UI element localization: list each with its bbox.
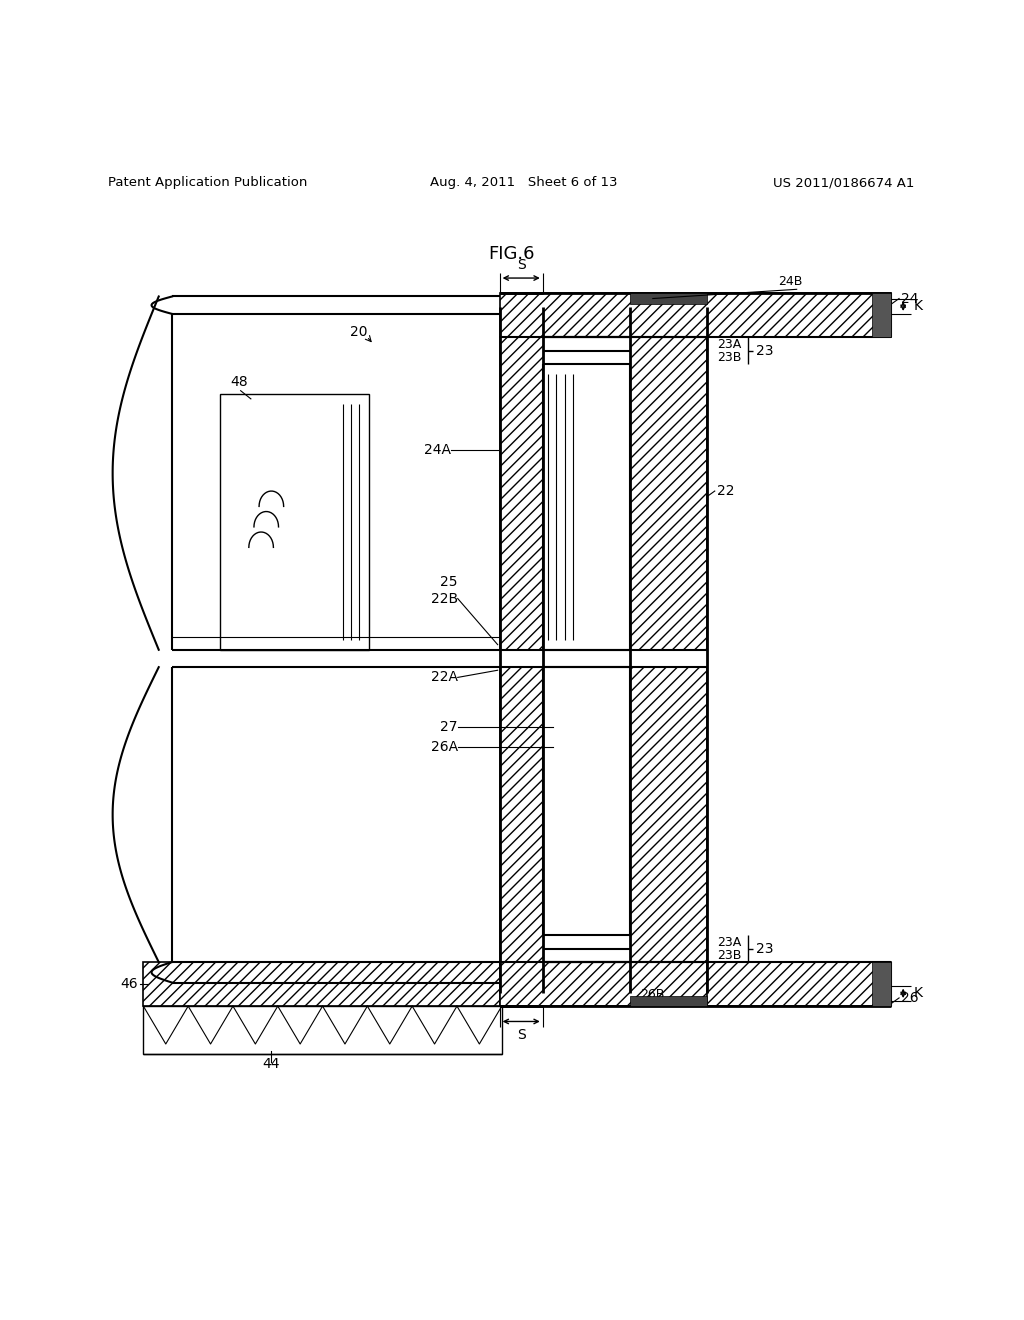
Bar (500, 293, 891, 338)
Bar (872, 962, 891, 1006)
Text: 24B: 24B (778, 276, 803, 288)
Text: 23B: 23B (717, 949, 741, 962)
Bar (630, 995, 707, 1006)
Bar (500, 338, 707, 649)
Bar (143, 1006, 502, 1055)
Text: 24A: 24A (424, 444, 451, 457)
Text: 23A: 23A (717, 936, 741, 949)
Bar (220, 393, 369, 649)
Text: 25: 25 (440, 576, 458, 589)
Text: US 2011/0186674 A1: US 2011/0186674 A1 (773, 177, 914, 189)
Text: 26: 26 (901, 991, 919, 1005)
Text: 27: 27 (440, 719, 458, 734)
Text: 23A: 23A (717, 338, 741, 351)
Bar (543, 667, 630, 936)
Text: 22B: 22B (431, 591, 458, 606)
Text: Patent Application Publication: Patent Application Publication (108, 177, 307, 189)
Text: FIG.6: FIG.6 (488, 246, 536, 264)
Text: 44: 44 (262, 1057, 281, 1072)
Text: 23B: 23B (717, 351, 741, 364)
Text: 46: 46 (121, 977, 138, 991)
Text: Aug. 4, 2011   Sheet 6 of 13: Aug. 4, 2011 Sheet 6 of 13 (430, 177, 617, 189)
Bar (543, 364, 630, 649)
Text: 22: 22 (717, 484, 734, 498)
Bar (630, 293, 707, 304)
Text: 24: 24 (901, 292, 919, 305)
Bar (143, 962, 500, 1006)
Text: 26A: 26A (431, 741, 458, 754)
Bar (543, 936, 630, 962)
Text: K: K (913, 986, 923, 1001)
Bar (500, 962, 707, 1006)
Bar (543, 338, 630, 364)
Text: K: K (913, 300, 923, 313)
Text: 23: 23 (756, 941, 773, 956)
Text: 48: 48 (230, 375, 248, 388)
Bar (872, 293, 891, 338)
Bar (500, 962, 891, 1006)
Text: S: S (517, 1028, 525, 1041)
Text: 20: 20 (349, 325, 368, 339)
Text: S: S (517, 257, 525, 272)
Text: 23: 23 (756, 343, 773, 358)
Text: 26B: 26B (640, 987, 665, 1001)
Text: 22A: 22A (431, 671, 458, 684)
Bar (500, 667, 707, 962)
